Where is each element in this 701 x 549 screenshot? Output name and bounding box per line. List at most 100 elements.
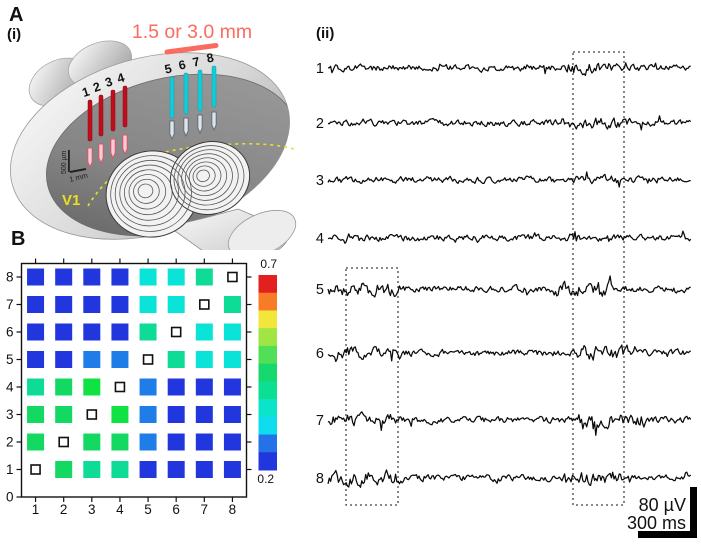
x-tick-label-3: 3 xyxy=(88,502,96,517)
matrix-cell xyxy=(55,406,73,423)
matrix-cell xyxy=(139,378,157,396)
y-tick-label-4: 4 xyxy=(6,380,14,395)
matrix-cell xyxy=(111,461,129,478)
matrix-cell xyxy=(111,296,129,313)
matrix-cell xyxy=(195,351,213,368)
colorbar-segment xyxy=(258,452,277,471)
cerebellum-folia-line xyxy=(173,145,245,211)
matrix-cell xyxy=(195,461,213,478)
matrix-cell xyxy=(167,406,185,423)
cyan-electrode-7 xyxy=(197,69,203,112)
cerebellum-folia-line xyxy=(119,164,179,221)
x-tick-label-5: 5 xyxy=(144,502,152,517)
trace-label-5: 5 xyxy=(316,282,324,298)
red-electrode-number-4: 4 xyxy=(115,70,126,85)
matrix-cell xyxy=(167,433,185,451)
cerebellum-folia-line xyxy=(177,149,239,206)
matrix-cell xyxy=(167,378,185,396)
colorbar-segment xyxy=(258,416,277,436)
y-tick-label-3: 3 xyxy=(6,407,14,422)
trace-label-1: 1 xyxy=(316,61,324,77)
colorbar-min-label: 0.2 xyxy=(257,472,274,486)
x-tick-label-1: 1 xyxy=(32,502,40,517)
brain-illustration: 500 µm 1 mm V1 1.5 or 3.0 mm 1 2 3 4 5 6 7 8 xyxy=(10,21,298,250)
matrix-cell xyxy=(223,406,241,423)
matrix-diagonal-open-square xyxy=(142,354,154,365)
colorbar-segment xyxy=(258,345,277,365)
red-electrode-number-2: 2 xyxy=(91,79,102,94)
voltage-trace-3 xyxy=(327,171,691,188)
matrix-cell xyxy=(139,433,157,451)
red-electrode-3 xyxy=(110,89,116,132)
trace-label-8: 8 xyxy=(316,471,324,487)
cyan-electrode-number-8: 8 xyxy=(205,51,215,66)
matrix-cell xyxy=(27,296,45,313)
time-scale-label: 300 ms xyxy=(627,513,686,533)
matrix-cell xyxy=(55,268,73,286)
cerebellum xyxy=(105,141,251,238)
x-tick-label-6: 6 xyxy=(172,502,180,517)
matrix-cell xyxy=(111,351,129,368)
matrix-cell xyxy=(111,433,129,451)
matrix-cell xyxy=(83,296,101,313)
matrix-cell xyxy=(27,351,45,368)
voltage-trace-4 xyxy=(327,230,692,244)
panel-a-sub-ii-label: (ii) xyxy=(316,25,335,42)
cerebellum-folia-line xyxy=(123,169,173,216)
matrix-cell xyxy=(27,378,45,396)
red-electrode-4 xyxy=(122,85,128,128)
red-electrode-number-3: 3 xyxy=(103,74,114,89)
colorbar-segment xyxy=(258,275,277,294)
x-tick-label-2: 2 xyxy=(60,502,68,517)
matrix-diagonal-open-square xyxy=(199,299,210,310)
trace-label-4: 4 xyxy=(316,231,324,247)
y-tick-label-0: 0 xyxy=(6,490,14,505)
cerebellum-folia-line xyxy=(133,178,160,204)
electrode-distance-line xyxy=(164,43,219,55)
x-tick-label-8: 8 xyxy=(229,502,237,517)
trace-label-7: 7 xyxy=(316,413,324,429)
voltage-trace-2 xyxy=(327,115,692,131)
cyan-electrode-ghost-outline xyxy=(211,111,217,132)
matrix-cell xyxy=(27,323,45,341)
cerebellum-folia-line xyxy=(192,165,216,187)
red-electrode-ghost-outline xyxy=(98,143,104,165)
matrix-cell xyxy=(223,461,241,478)
matrix-diagonal-open-square xyxy=(114,381,126,393)
highlight-dotted-box xyxy=(345,267,399,506)
red-electrode-2 xyxy=(98,94,104,137)
matrix-cell xyxy=(139,406,157,423)
y-tick-label-7: 7 xyxy=(6,297,14,312)
colorbar-segment xyxy=(258,363,277,382)
width-scale-label: 1 mm xyxy=(68,171,88,184)
matrix-cell xyxy=(139,461,157,478)
matrix-cell xyxy=(223,296,241,313)
matrix-cell xyxy=(195,433,213,451)
y-tick-label-2: 2 xyxy=(6,435,14,450)
y-tick-label-5: 5 xyxy=(6,352,14,367)
voltage-scale-bar xyxy=(690,487,697,538)
voltage-trace-6 xyxy=(327,344,692,363)
matrix-diagonal-open-square xyxy=(30,464,41,475)
cerebellum-folia-line xyxy=(137,183,154,199)
matrix-cell xyxy=(55,296,73,313)
matrix-cell xyxy=(55,323,73,341)
colorbar-segment xyxy=(258,292,277,311)
matrix-cell xyxy=(139,323,157,341)
trace-label-3: 3 xyxy=(316,173,324,189)
matrix-cell xyxy=(83,433,101,451)
matrix-cell xyxy=(55,378,73,396)
y-tick-label-1: 1 xyxy=(6,462,14,477)
trace-label-6: 6 xyxy=(316,346,324,362)
depth-scale-label: 500 µm xyxy=(61,150,68,174)
matrix-cell xyxy=(195,378,213,396)
cerebellum-folia-line xyxy=(110,155,192,232)
cyan-electrode-ghost-outline xyxy=(183,117,189,138)
red-electrode-number-1: 1 xyxy=(80,84,91,99)
matrix-cell xyxy=(55,351,73,368)
x-tick-label-7: 7 xyxy=(201,502,209,517)
red-electrode-ghost-outline xyxy=(110,138,116,160)
matrix-cell xyxy=(167,461,185,478)
y-tick-label-8: 8 xyxy=(6,270,14,285)
